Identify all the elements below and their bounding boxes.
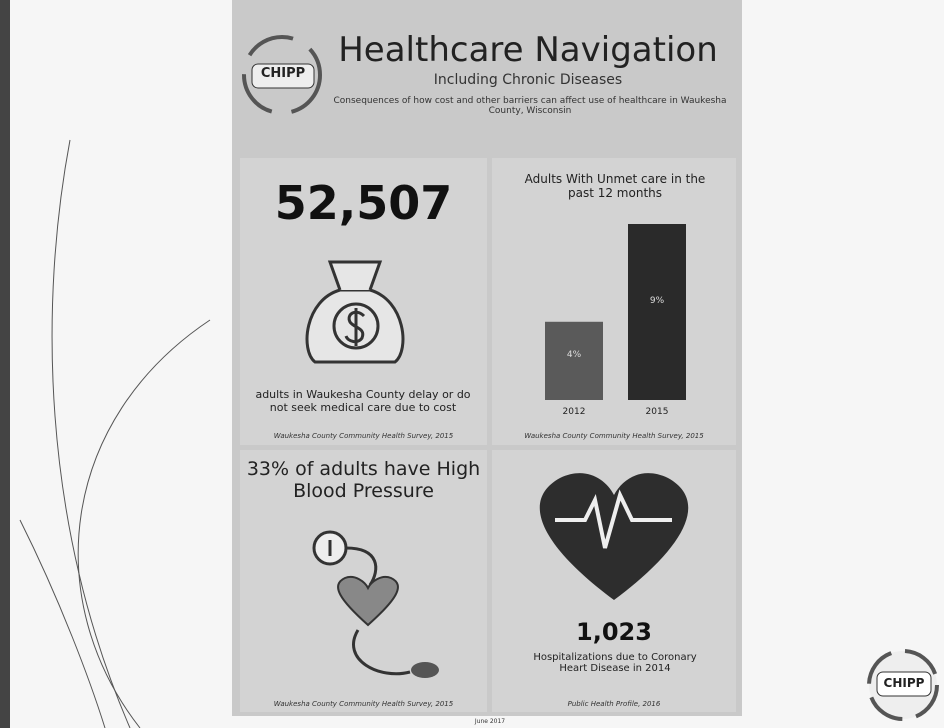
deco-line bbox=[52, 140, 130, 728]
category-label: 2012 bbox=[563, 407, 586, 417]
source: Waukesha County Community Health Survey,… bbox=[492, 432, 736, 440]
source: Waukesha County Community Health Survey,… bbox=[240, 432, 487, 440]
panel-title: 33% of adults have High Blood Pressure bbox=[240, 458, 487, 502]
big-number: 52,507 bbox=[240, 176, 487, 230]
deco-line bbox=[78, 320, 210, 728]
panel-text: Hospitalizations due to Coronary Heart D… bbox=[530, 652, 700, 674]
big-number: 1,023 bbox=[492, 618, 736, 646]
title: Healthcare Navigation bbox=[318, 30, 738, 70]
panel-title: Adults With Unmet care in the past 12 mo… bbox=[520, 172, 710, 200]
category-label: 2015 bbox=[646, 407, 669, 417]
logo-text: CHIPP bbox=[877, 676, 931, 690]
money-bag-neck bbox=[330, 262, 380, 290]
bar bbox=[628, 224, 686, 400]
subtitle: Including Chronic Diseases bbox=[318, 72, 738, 88]
panel-text: adults in Waukesha County delay or do no… bbox=[248, 388, 478, 414]
pump-bulb bbox=[411, 662, 439, 678]
description: Consequences of how cost and other barri… bbox=[330, 96, 730, 116]
value-label: 9% bbox=[650, 296, 665, 306]
bar bbox=[545, 322, 603, 400]
left-edge-bar bbox=[0, 0, 10, 728]
footer-date: June 2017 bbox=[440, 718, 540, 725]
panel-background bbox=[492, 158, 736, 445]
value-label: 4% bbox=[567, 350, 582, 360]
page: 4% 2012 9% 2015 CHIPP Healthcare Navigation… bbox=[0, 0, 944, 728]
source: Waukesha County Community Health Survey,… bbox=[240, 700, 487, 708]
logo-text: CHIPP bbox=[252, 66, 314, 81]
source: Public Health Profile, 2016 bbox=[492, 700, 736, 708]
